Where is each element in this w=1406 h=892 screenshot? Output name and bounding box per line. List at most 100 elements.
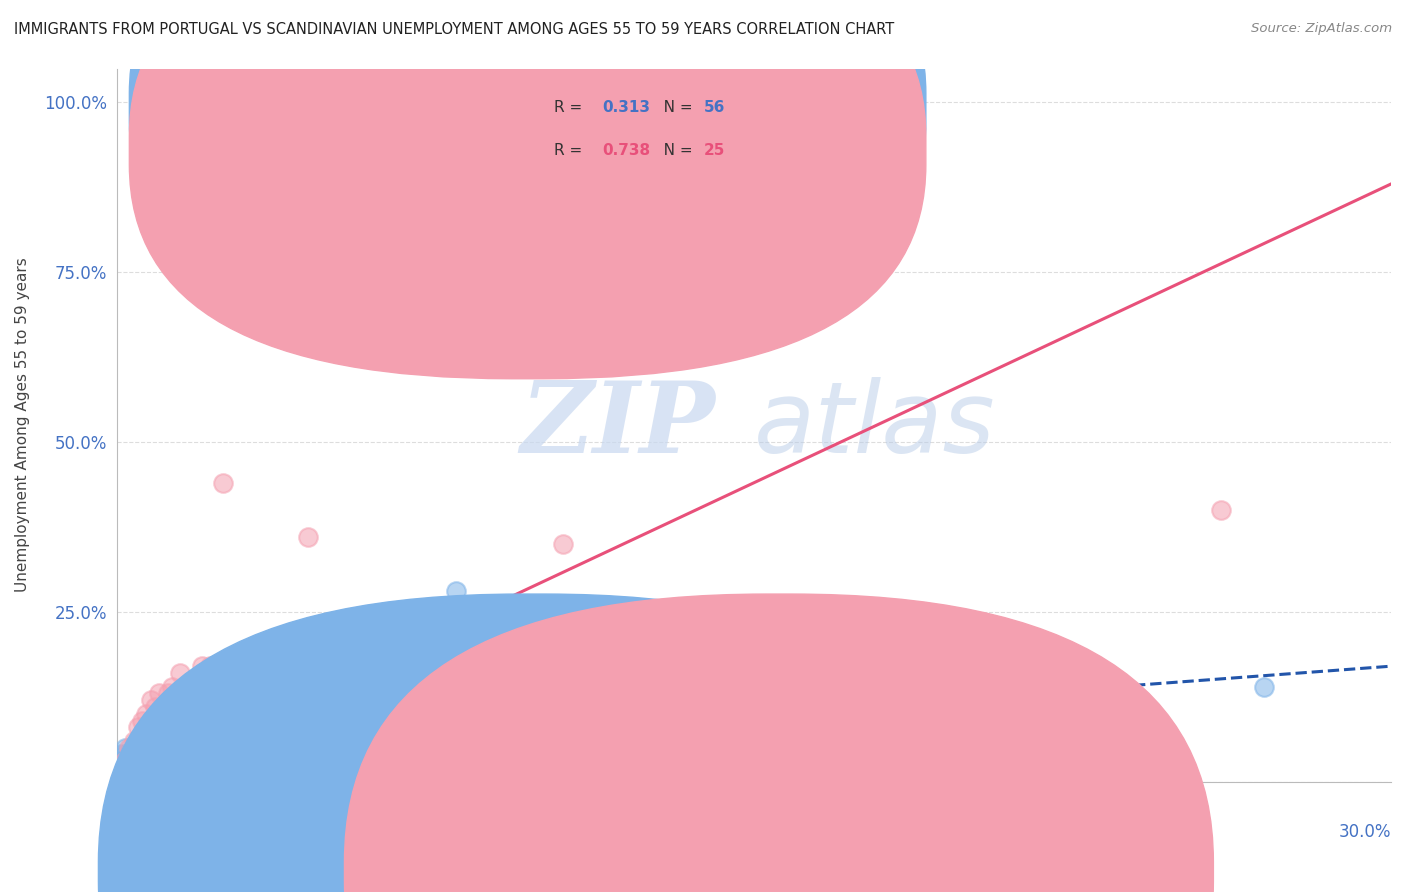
Point bbox=[148, 686, 170, 700]
Point bbox=[360, 706, 382, 721]
Point bbox=[139, 734, 162, 748]
Point bbox=[242, 720, 264, 734]
Point bbox=[169, 665, 191, 680]
Point bbox=[114, 740, 136, 755]
Point bbox=[118, 768, 141, 782]
Point bbox=[233, 95, 256, 110]
Text: 0.313: 0.313 bbox=[602, 100, 650, 115]
Text: N =: N = bbox=[650, 143, 697, 158]
Point bbox=[551, 537, 574, 551]
Point bbox=[139, 693, 162, 707]
Text: 56: 56 bbox=[704, 100, 725, 115]
Point bbox=[190, 659, 212, 673]
FancyBboxPatch shape bbox=[129, 0, 925, 336]
Text: R =: R = bbox=[554, 100, 586, 115]
Point bbox=[135, 706, 157, 721]
Point bbox=[1209, 503, 1232, 517]
Point bbox=[114, 754, 136, 768]
Point bbox=[198, 659, 221, 673]
Point bbox=[110, 761, 132, 775]
Point bbox=[446, 584, 468, 599]
Point bbox=[122, 761, 145, 775]
Point bbox=[225, 652, 247, 666]
Y-axis label: Unemployment Among Ages 55 to 59 years: Unemployment Among Ages 55 to 59 years bbox=[15, 258, 30, 592]
Point bbox=[122, 754, 145, 768]
Point bbox=[131, 714, 153, 728]
Text: ZIP: ZIP bbox=[520, 376, 716, 474]
Point bbox=[160, 740, 183, 755]
Point bbox=[297, 530, 319, 544]
FancyBboxPatch shape bbox=[129, 0, 925, 379]
Text: 30.0%: 30.0% bbox=[1339, 823, 1391, 841]
Point bbox=[402, 95, 425, 110]
Point bbox=[127, 754, 149, 768]
Point bbox=[131, 740, 153, 755]
Point bbox=[114, 761, 136, 775]
Point bbox=[173, 734, 195, 748]
Point bbox=[177, 727, 200, 741]
Point bbox=[110, 747, 132, 762]
Point bbox=[318, 706, 340, 721]
Point bbox=[143, 700, 166, 714]
Point bbox=[211, 475, 233, 490]
Point bbox=[110, 768, 132, 782]
FancyBboxPatch shape bbox=[492, 76, 811, 183]
Point bbox=[165, 693, 187, 707]
Point bbox=[198, 720, 221, 734]
Text: 0.0%: 0.0% bbox=[117, 823, 159, 841]
Text: R =: R = bbox=[554, 143, 586, 158]
Point bbox=[127, 768, 149, 782]
Point bbox=[233, 727, 256, 741]
Point bbox=[221, 714, 243, 728]
Point bbox=[186, 720, 208, 734]
Point bbox=[402, 727, 425, 741]
Point bbox=[118, 747, 141, 762]
Point bbox=[160, 680, 183, 694]
Text: N =: N = bbox=[650, 100, 697, 115]
Point bbox=[190, 727, 212, 741]
Point bbox=[297, 706, 319, 721]
Text: 25: 25 bbox=[704, 143, 725, 158]
Point bbox=[127, 720, 149, 734]
Point bbox=[114, 768, 136, 782]
Point bbox=[169, 734, 191, 748]
Point bbox=[194, 720, 217, 734]
Point bbox=[135, 734, 157, 748]
Point bbox=[173, 686, 195, 700]
Point bbox=[156, 686, 179, 700]
Point bbox=[110, 754, 132, 768]
Point bbox=[148, 734, 170, 748]
Text: atlas: atlas bbox=[754, 376, 995, 474]
Point bbox=[254, 720, 277, 734]
Text: 0.738: 0.738 bbox=[602, 143, 651, 158]
Point bbox=[1253, 680, 1275, 694]
Point bbox=[118, 761, 141, 775]
Point bbox=[114, 754, 136, 768]
Point bbox=[156, 740, 179, 755]
Point bbox=[143, 734, 166, 748]
Point bbox=[148, 747, 170, 762]
Point bbox=[118, 740, 141, 755]
Text: Source: ZipAtlas.com: Source: ZipAtlas.com bbox=[1251, 22, 1392, 36]
Point bbox=[181, 673, 204, 687]
Point bbox=[143, 747, 166, 762]
Text: Immigrants from Portugal: Immigrants from Portugal bbox=[553, 864, 749, 879]
Point bbox=[122, 740, 145, 755]
Point bbox=[181, 727, 204, 741]
Point bbox=[276, 652, 298, 666]
Text: Scandinavians: Scandinavians bbox=[799, 864, 910, 879]
Point bbox=[127, 740, 149, 755]
Point bbox=[118, 754, 141, 768]
Point bbox=[114, 747, 136, 762]
Point bbox=[572, 693, 595, 707]
Point bbox=[165, 734, 187, 748]
Point bbox=[131, 754, 153, 768]
Point bbox=[202, 734, 225, 748]
Point bbox=[139, 747, 162, 762]
Text: IMMIGRANTS FROM PORTUGAL VS SCANDINAVIAN UNEMPLOYMENT AMONG AGES 55 TO 59 YEARS : IMMIGRANTS FROM PORTUGAL VS SCANDINAVIAN… bbox=[14, 22, 894, 37]
Point bbox=[110, 761, 132, 775]
Point bbox=[152, 740, 174, 755]
Point bbox=[122, 734, 145, 748]
Point bbox=[135, 754, 157, 768]
Point bbox=[211, 659, 233, 673]
